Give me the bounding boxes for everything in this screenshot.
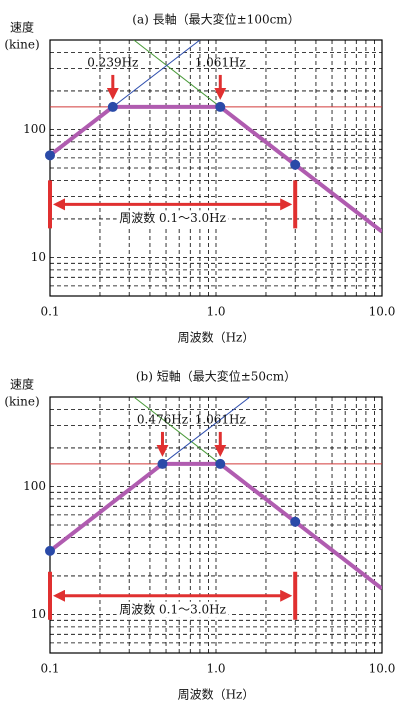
- x-tick-label: 0.1: [40, 662, 59, 676]
- y-axis-label: (kine): [4, 395, 39, 409]
- data-point: [215, 458, 226, 469]
- x-axis-label: 周波数（Hz）: [178, 330, 255, 345]
- y-tick-label: 10: [31, 250, 46, 264]
- series-line: [50, 461, 382, 591]
- chart-title: (b) 短軸（最大変位±50cm）: [136, 369, 296, 384]
- annotation-label: 1.061Hz: [195, 412, 246, 426]
- x-axis-label: 周波数（Hz）: [178, 687, 255, 702]
- annotation-label: 0.476Hz: [137, 412, 188, 426]
- panel: (b) 短軸（最大変位±50cm） 速度 (kine) 周波数（Hz） 0.1 1.0 10…: [4, 369, 395, 702]
- range-label-bg: [116, 601, 229, 618]
- chart-title: (a) 長軸（最大変位±100cm）: [132, 12, 299, 27]
- range-label: 周波数 0.1～3.0Hz: [119, 601, 226, 616]
- data-point: [157, 458, 168, 469]
- plot-frame: [49, 396, 383, 654]
- panel: (a) 長軸（最大変位±100cm） 速度 (kine) 周波数（Hz） 0.1 1.0 1…: [4, 12, 395, 345]
- plot-frame: [49, 39, 383, 297]
- data-point: [45, 150, 55, 161]
- y-tick-label: 100: [23, 479, 46, 493]
- data-point: [290, 516, 301, 527]
- x-tick-label: 10.0: [369, 305, 396, 319]
- y-axis-label: 速度: [10, 377, 34, 392]
- range-label-bg: [116, 210, 229, 227]
- y-axis-label: 速度: [10, 20, 34, 35]
- data-point: [45, 545, 55, 556]
- y-tick-label: 100: [23, 122, 46, 136]
- series-line: [112, 40, 201, 108]
- y-tick-label: 10: [31, 607, 46, 621]
- data-point: [215, 101, 226, 112]
- series-line: [133, 40, 221, 108]
- data-point: [107, 101, 118, 112]
- annotation-label: 1.061Hz: [195, 55, 246, 69]
- x-tick-label: 10.0: [369, 662, 396, 676]
- markers: [45, 458, 301, 556]
- series-line: [50, 104, 382, 234]
- y-axis-label: (kine): [4, 38, 39, 52]
- markers: [45, 101, 301, 170]
- series-line: [133, 397, 221, 465]
- x-tick-label: 1.0: [206, 662, 225, 676]
- annotation-label: 0.239Hz: [87, 55, 138, 69]
- data-point: [290, 159, 301, 170]
- x-tick-label: 1.0: [206, 305, 225, 319]
- series-line: [162, 397, 251, 465]
- x-tick-label: 0.1: [40, 305, 59, 319]
- range-label: 周波数 0.1～3.0Hz: [119, 210, 226, 225]
